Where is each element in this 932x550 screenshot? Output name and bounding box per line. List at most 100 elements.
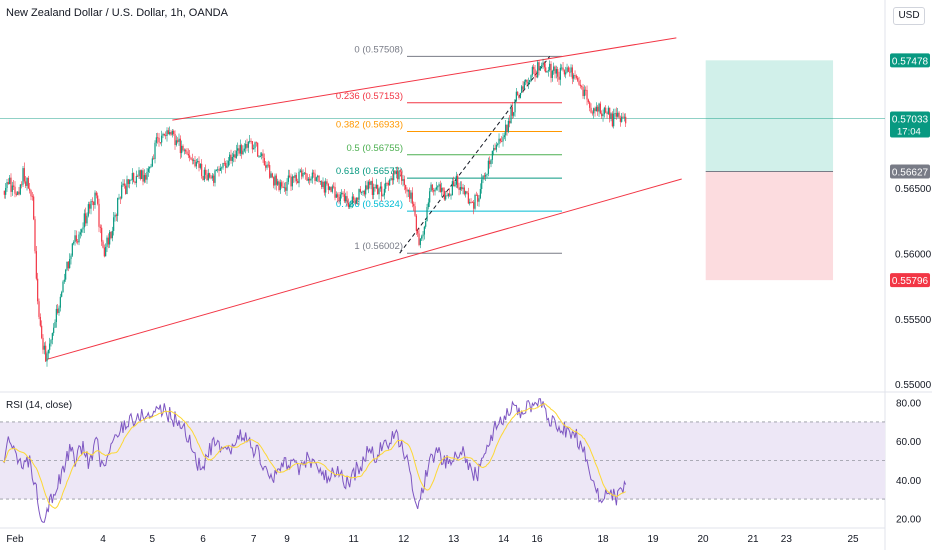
candle-body — [358, 189, 360, 200]
time-tick-label: 16 — [531, 534, 543, 545]
candle-body — [443, 190, 445, 200]
candle-body — [521, 86, 523, 93]
candle-body — [511, 107, 513, 116]
candle-body — [301, 170, 303, 177]
candle-body — [387, 182, 389, 186]
candle-body — [158, 137, 160, 143]
candle-body — [502, 137, 504, 142]
candle-body — [441, 187, 443, 193]
candle-body — [43, 345, 45, 350]
candle-body — [289, 175, 291, 177]
candle-body — [478, 198, 480, 202]
time-tick-label: 6 — [200, 534, 206, 545]
candle-body — [214, 170, 216, 183]
candle-body — [431, 184, 433, 191]
candle-body — [485, 175, 487, 177]
candle-body — [93, 201, 95, 206]
candle-body — [245, 143, 247, 149]
time-tick-label: 9 — [284, 534, 290, 545]
candle-body — [185, 149, 187, 152]
candle-body — [426, 207, 428, 222]
candle-body — [349, 204, 351, 207]
currency-button[interactable]: USD — [893, 7, 925, 25]
candle-body — [225, 162, 227, 168]
candle-body — [131, 173, 133, 180]
candle-body — [233, 154, 235, 157]
time-tick-label: 21 — [747, 534, 759, 545]
candle-body — [221, 167, 223, 169]
candle-body — [258, 156, 260, 158]
candle-body — [147, 168, 149, 172]
candle-body — [58, 307, 60, 313]
candle-body — [471, 202, 473, 203]
candle-body — [139, 170, 141, 180]
candle-body — [450, 195, 452, 196]
fib-level-label: 0.236 (0.57153) — [336, 91, 403, 102]
candle-body — [447, 193, 449, 197]
candle-body — [217, 169, 219, 171]
candle-body — [101, 227, 103, 242]
candle-body — [546, 71, 548, 73]
candle-body — [263, 158, 265, 166]
candle-body — [355, 197, 357, 204]
price-tick-label: 0.55000 — [895, 380, 932, 391]
candle-body — [113, 217, 115, 231]
candle-body — [155, 137, 157, 143]
candle-body — [381, 186, 383, 197]
candle-body — [597, 106, 599, 112]
candle-body — [514, 99, 516, 113]
candle-body — [405, 185, 407, 190]
candle-body — [170, 132, 172, 135]
candle-body — [579, 84, 581, 87]
fib-level-label: 0 (0.57508) — [354, 44, 403, 55]
candle-body — [346, 196, 348, 203]
candle-body — [513, 112, 515, 116]
candle-body — [325, 181, 327, 193]
price-label-box — [890, 273, 930, 288]
candle-body — [126, 179, 128, 194]
candle-body — [45, 345, 47, 362]
candle-body — [134, 181, 136, 184]
candle-body — [331, 186, 333, 192]
candle-body — [322, 181, 324, 187]
candle-body — [241, 145, 243, 155]
candle-body — [570, 67, 572, 73]
candle-body — [417, 230, 419, 234]
candle-body — [91, 201, 93, 202]
candle-body — [571, 67, 573, 79]
candle-body — [194, 159, 196, 167]
candle-body — [539, 66, 541, 71]
candle-body — [70, 255, 72, 260]
candle-body — [165, 135, 167, 136]
candle-body — [230, 154, 232, 161]
candle-body — [166, 130, 168, 136]
candle-body — [505, 124, 507, 136]
candle-body — [199, 163, 201, 168]
candle-body — [55, 308, 57, 323]
candle-body — [97, 195, 99, 204]
candle-body — [25, 181, 27, 186]
candle-body — [557, 69, 559, 77]
candle-body — [173, 130, 175, 134]
candle-body — [121, 185, 123, 199]
candle-body — [547, 70, 549, 72]
candle-body — [343, 194, 345, 202]
candle-body — [578, 80, 580, 85]
candle-body — [253, 148, 255, 150]
candle-body — [403, 179, 405, 186]
candle-body — [203, 169, 205, 180]
candle-body — [299, 170, 301, 172]
candle-body — [15, 193, 17, 195]
candle-body — [603, 107, 605, 115]
candle-body — [522, 86, 524, 90]
candle-body — [366, 185, 368, 190]
candlesticks — [3, 58, 627, 367]
candle-body — [159, 142, 161, 144]
candle-body — [551, 70, 553, 78]
candle-body — [311, 172, 313, 179]
candle-body — [171, 130, 173, 135]
rsi-indicator-label[interactable]: RSI (14, close) — [6, 400, 73, 411]
candle-body — [10, 177, 12, 192]
fib-level-label: 0.5 (0.56755) — [346, 143, 403, 154]
